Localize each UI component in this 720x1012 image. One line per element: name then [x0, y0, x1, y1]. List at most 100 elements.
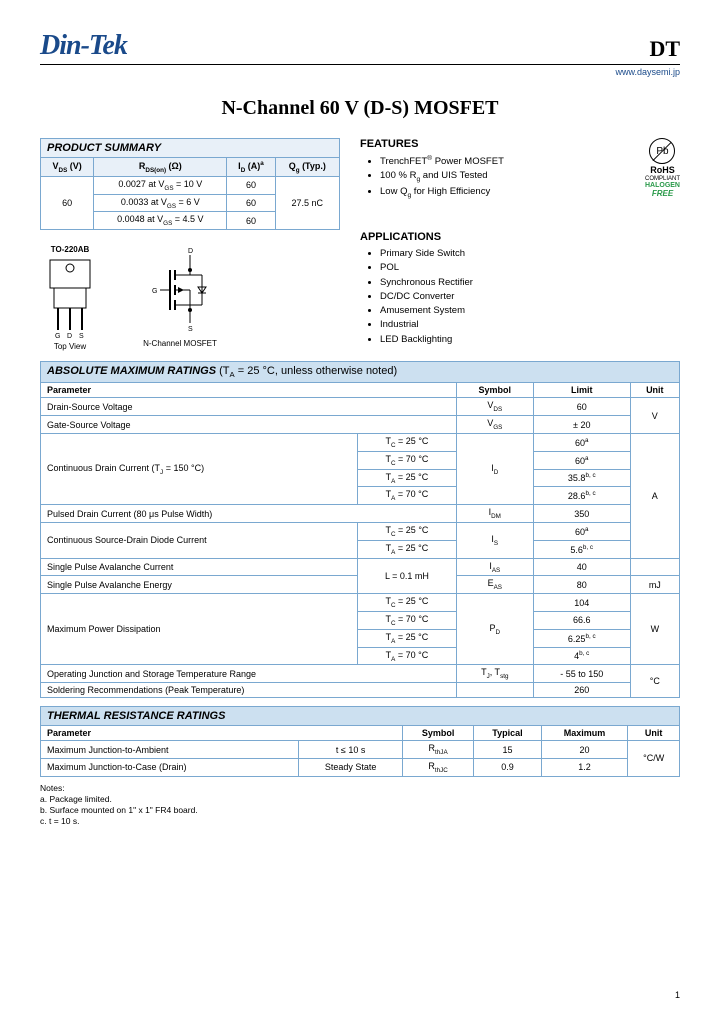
- notes-block: Notes: a. Package limited. b. Surface mo…: [40, 783, 680, 827]
- absmax-cell: 6.25b, c: [533, 629, 630, 647]
- absmax-cell: TC = 25 °C: [358, 594, 456, 612]
- applications-list: Primary Side Switch POL Synchronous Rect…: [360, 247, 680, 347]
- svg-text:S: S: [188, 326, 193, 333]
- thermal-h: Maximum: [541, 726, 628, 741]
- absmax-cell: 66.6: [533, 611, 630, 629]
- absmax-cell: TA = 70 °C: [358, 487, 456, 505]
- absmax-h-limit: Limit: [533, 383, 630, 398]
- svg-text:S: S: [79, 333, 84, 338]
- ps-row1-rds: 0.0033 at VGS = 6 V: [94, 194, 227, 212]
- absmax-cell: Gate-Source Voltage: [41, 416, 457, 434]
- thermal-cell: Maximum Junction-to-Ambient: [41, 741, 299, 759]
- absmax-cell: TA = 25 °C: [358, 469, 456, 487]
- absmax-cell: 60a: [533, 522, 630, 540]
- absmax-cell: Pulsed Drain Current (80 μs Pulse Width): [41, 505, 457, 523]
- thermal-h: Symbol: [403, 726, 474, 741]
- package-diagrams: TO-220AB G D S Top View D: [40, 245, 340, 351]
- thermal-h: Typical: [474, 726, 542, 741]
- absmax-h-unit: Unit: [630, 383, 679, 398]
- absmax-cell: 60: [533, 398, 630, 416]
- svg-text:D: D: [67, 333, 72, 338]
- website-url: www.daysemi.jp: [40, 67, 680, 77]
- product-summary-title: PRODUCT SUMMARY: [41, 139, 340, 158]
- ps-row0-rds: 0.0027 at VGS = 10 V: [94, 176, 227, 194]
- top-section: PRODUCT SUMMARY VDS (V) RDS(on) (Ω) ID (…: [40, 138, 680, 351]
- thermal-cell: °C/W: [628, 741, 680, 777]
- rohs-text: RoHS: [645, 166, 680, 176]
- absmax-cell: IDM: [456, 505, 533, 523]
- absmax-cell: 4b, c: [533, 647, 630, 665]
- absmax-cell: VDS: [456, 398, 533, 416]
- absmax-cell: IS: [456, 522, 533, 558]
- absmax-cell: TA = 70 °C: [358, 647, 456, 665]
- applications-title: APPLICATIONS: [360, 231, 680, 243]
- topview-label: Top View: [40, 342, 100, 351]
- company-logo: Din-Tek: [40, 30, 127, 62]
- document-title: N-Channel 60 V (D-S) MOSFET: [40, 97, 680, 120]
- notes-title: Notes:: [40, 783, 680, 794]
- free-text: FREE: [645, 190, 680, 199]
- thermal-h: Parameter: [41, 726, 403, 741]
- absmax-cell: Maximum Power Dissipation: [41, 594, 358, 665]
- thermal-cell: Maximum Junction-to-Case (Drain): [41, 758, 299, 776]
- thermal-cell: t ≤ 10 s: [299, 741, 403, 759]
- ps-header-qg: Qg (Typ.): [275, 158, 339, 177]
- absmax-cell: VGS: [456, 416, 533, 434]
- features-title: FEATURES: [360, 138, 680, 150]
- absmax-cell: 80: [533, 576, 630, 594]
- absmax-cell: W: [630, 594, 679, 665]
- ps-row2-id: 60: [227, 212, 275, 230]
- thermal-h: Unit: [628, 726, 680, 741]
- thermal-cell: Steady State: [299, 758, 403, 776]
- absmax-cell: A: [630, 433, 679, 558]
- absmax-cell: Continuous Drain Current (TJ = 150 °C): [41, 433, 358, 504]
- absmax-cell: 5.6b, c: [533, 540, 630, 558]
- absmax-cell: EAS: [456, 576, 533, 594]
- ps-row0-id: 60: [227, 176, 275, 194]
- features-list: TrenchFET® Power MOSFET 100 % Rg and UIS…: [360, 154, 680, 201]
- ps-row2-rds: 0.0048 at VGS = 4.5 V: [94, 212, 227, 230]
- ps-header-id: ID (A)a: [227, 158, 275, 177]
- ps-header-rds: RDS(on) (Ω): [94, 158, 227, 177]
- absmax-cell: Soldering Recommendations (Peak Temperat…: [41, 683, 457, 698]
- to220-icon: G D S: [40, 258, 100, 338]
- package-label: TO-220AB: [40, 245, 100, 254]
- absmax-cell: TJ, Tstg: [456, 665, 533, 683]
- dt-label: DT: [649, 36, 680, 62]
- mosfet-schematic-icon: D: [140, 245, 220, 335]
- absmax-cell: 35.8b, c: [533, 469, 630, 487]
- schematic-label: N-Channel MOSFET: [140, 339, 220, 348]
- absmax-cell: [456, 683, 533, 698]
- absmax-cell: PD: [456, 594, 533, 665]
- app-item: Industrial: [380, 318, 680, 332]
- thermal-cell: RthJA: [403, 741, 474, 759]
- svg-text:D: D: [188, 248, 193, 255]
- thermal-cell: RthJC: [403, 758, 474, 776]
- compliant-text: COMPLIANT: [645, 176, 680, 183]
- thermal-title: THERMAL RESISTANCE RATINGS: [41, 707, 680, 726]
- absmax-cell: 60a: [533, 433, 630, 451]
- absmax-cell: Continuous Source-Drain Diode Current: [41, 522, 358, 558]
- note-item: b. Surface mounted on 1" x 1" FR4 board.: [40, 805, 680, 816]
- absmax-cell: °C: [630, 665, 679, 698]
- svg-text:G: G: [152, 288, 157, 295]
- absmax-title: ABSOLUTE MAXIMUM RATINGS (TA = 25 °C, un…: [41, 362, 680, 383]
- app-item: Synchronous Rectifier: [380, 276, 680, 290]
- note-item: c. t = 10 s.: [40, 816, 680, 827]
- absmax-h-sym: Symbol: [456, 383, 533, 398]
- thermal-cell: 0.9: [474, 758, 542, 776]
- absmax-cell: [630, 558, 679, 576]
- ps-vds: 60: [41, 176, 94, 229]
- ps-qg: 27.5 nC: [275, 176, 339, 229]
- absmax-cell: Single Pulse Avalanche Current: [41, 558, 358, 576]
- feature-item: 100 % Rg and UIS Tested: [380, 169, 680, 185]
- abs-max-ratings-table: ABSOLUTE MAXIMUM RATINGS (TA = 25 °C, un…: [40, 361, 680, 698]
- feature-item: TrenchFET® Power MOSFET: [380, 154, 680, 169]
- app-item: LED Backlighting: [380, 333, 680, 347]
- app-item: Amusement System: [380, 304, 680, 318]
- absmax-cell: ± 20: [533, 416, 630, 434]
- app-item: DC/DC Converter: [380, 290, 680, 304]
- absmax-cell: 40: [533, 558, 630, 576]
- product-summary-table: PRODUCT SUMMARY VDS (V) RDS(on) (Ω) ID (…: [40, 138, 340, 230]
- page-number: 1: [675, 990, 680, 1000]
